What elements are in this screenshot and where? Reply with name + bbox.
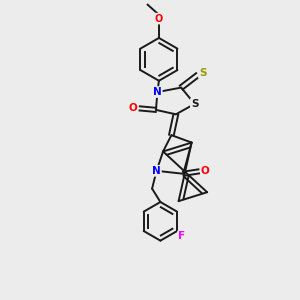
Text: N: N	[153, 87, 162, 97]
Text: O: O	[129, 103, 137, 113]
Text: S: S	[199, 68, 206, 78]
Text: N: N	[152, 166, 161, 176]
Text: S: S	[191, 99, 198, 109]
Text: O: O	[201, 167, 210, 176]
Text: F: F	[178, 231, 185, 241]
Text: O: O	[155, 14, 163, 24]
